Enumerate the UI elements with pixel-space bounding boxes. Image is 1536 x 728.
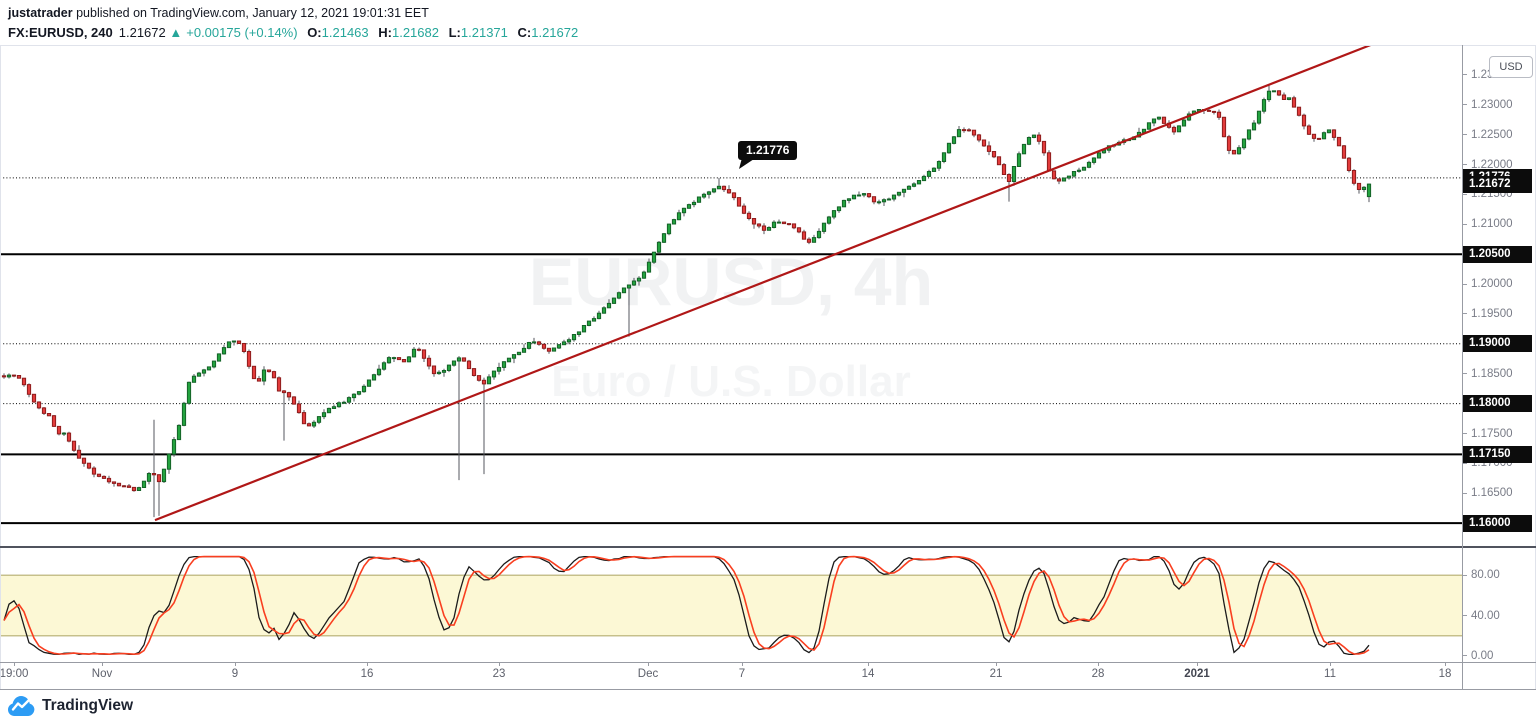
price-axis-tick-label: 1.18500 — [1463, 365, 1535, 382]
time-axis-tick — [648, 662, 649, 666]
currency-toggle-button[interactable]: USD — [1489, 56, 1533, 78]
low-label: L: — [448, 25, 461, 40]
axis-corner-cell — [1463, 662, 1536, 689]
time-axis-tick — [367, 662, 368, 666]
chart-region: EURUSD, 4h Euro / U.S. Dollar 1.21776 1.… — [0, 45, 1536, 690]
price-axis-tick-label: 1.17500 — [1463, 425, 1535, 442]
time-axis-label: Nov — [91, 668, 113, 680]
last-price-label: 1.21672 — [1462, 175, 1532, 193]
time-axis-tick — [996, 662, 997, 666]
stochastic-pane[interactable] — [0, 547, 1462, 662]
price-level-label: 1.19000 — [1462, 335, 1532, 353]
time-axis[interactable]: 19:00 Nov 9 16 23 Dec 7 14 21 28 2021 11 18 — [0, 662, 1462, 689]
time-axis-label: 21 — [989, 668, 1003, 680]
time-axis-label: 18 — [1438, 668, 1452, 680]
open-label: O: — [307, 25, 322, 40]
symbol-line: FX:EURUSD, 240 1.21672 ▲ +0.00175 (+0.14%)… — [8, 23, 578, 42]
time-axis-tick — [1197, 662, 1198, 666]
tradingview-logo-text: TradingView — [42, 696, 134, 714]
header: justatrader published on TradingView.com… — [8, 4, 578, 42]
time-axis-label: 7 — [738, 668, 746, 680]
time-axis-top-border — [0, 662, 1536, 663]
time-axis-label: 19:00 — [0, 668, 29, 680]
time-axis-label: 23 — [492, 668, 506, 680]
price-axis[interactable]: 1.235001.230001.225001.220001.215001.210… — [1462, 45, 1536, 664]
price-axis-tick-label: 1.23000 — [1463, 96, 1535, 113]
time-axis-tick — [742, 662, 743, 666]
time-axis-label: 28 — [1091, 668, 1105, 680]
price-level-label: 1.17150 — [1462, 445, 1532, 463]
oscillator-axis-tick-label: 80.00 — [1463, 567, 1535, 584]
author-name: justatrader — [8, 6, 73, 20]
high-label: H: — [378, 25, 392, 40]
price-callout-label[interactable]: 1.21776 — [738, 141, 798, 160]
oscillator-axis-tick-label: 40.00 — [1463, 607, 1535, 624]
published-text: published on TradingView.com, January 12… — [72, 6, 429, 20]
chart-left-border — [0, 45, 1, 689]
up-arrow-icon: ▲ — [169, 25, 183, 40]
last-price-value: 1.21672 — [118, 25, 166, 40]
published-line: justatrader published on TradingView.com… — [8, 4, 578, 22]
time-axis-label: 16 — [360, 668, 374, 680]
main-price-pane[interactable] — [0, 45, 1462, 547]
close-label: C: — [517, 25, 532, 40]
price-axis-tick-label: 1.16500 — [1463, 485, 1535, 502]
time-axis-tick — [1330, 662, 1331, 666]
close-value: 1.21672 — [531, 25, 579, 40]
time-axis-bottom-border — [0, 689, 1536, 690]
oscillator-axis-tick-label: 0.00 — [1463, 647, 1535, 664]
price-level-label: 1.18000 — [1462, 395, 1532, 413]
symbol-title[interactable]: FX:EURUSD, 240 — [8, 25, 113, 40]
price-level-label: 1.20500 — [1462, 245, 1532, 263]
price-axis-tick-label: 1.19500 — [1463, 305, 1535, 322]
price-level-label: 1.16000 — [1462, 514, 1532, 532]
time-axis-tick — [499, 662, 500, 666]
time-axis-label: 2021 — [1184, 668, 1210, 680]
time-axis-tick — [102, 662, 103, 666]
open-value: 1.21463 — [321, 25, 369, 40]
time-axis-tick — [14, 662, 15, 666]
time-axis-tick — [1445, 662, 1446, 666]
time-axis-tick — [1098, 662, 1099, 666]
time-axis-tick — [235, 662, 236, 666]
pane-separator[interactable] — [0, 546, 1536, 548]
chart-top-border — [0, 45, 1536, 46]
price-axis-tick-label: 1.21000 — [1463, 216, 1535, 233]
time-axis-label: 11 — [1324, 668, 1336, 680]
high-value: 1.21682 — [391, 25, 439, 40]
time-axis-label: 14 — [861, 668, 875, 680]
low-value: 1.21371 — [460, 25, 508, 40]
price-axis-tick-label: 1.22500 — [1463, 126, 1535, 143]
price-axis-border — [1462, 45, 1463, 690]
time-axis-label: 9 — [231, 668, 239, 680]
tradingview-logo[interactable]: TradingView — [8, 694, 133, 717]
price-axis-tick-label: 1.20000 — [1463, 276, 1535, 293]
time-axis-label: Dec — [637, 668, 659, 680]
time-axis-tick — [868, 662, 869, 666]
price-axis-tick-label: 1.22000 — [1463, 156, 1535, 173]
change-value: +0.00175 (+0.14%) — [186, 25, 298, 40]
tradingview-logo-icon — [8, 696, 35, 716]
